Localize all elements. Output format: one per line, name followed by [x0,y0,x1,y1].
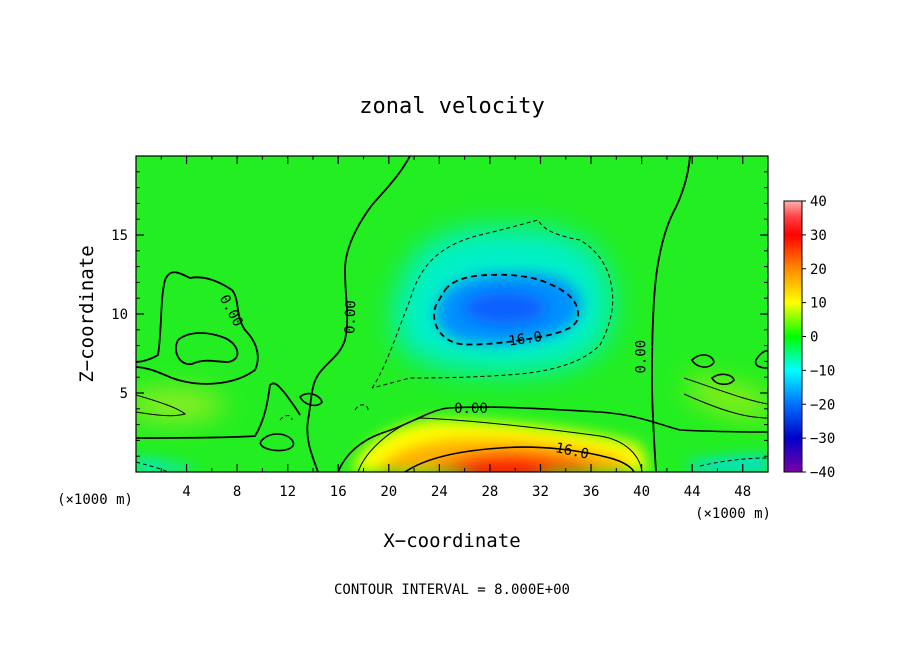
contour-negative-8 [371,219,614,389]
colorbar-tick-label: 40 [810,194,827,210]
y-tick-label: 15 [111,228,128,244]
x-axis: 4 8 12 16 20 24 28 32 36 40 44 48 [160,156,751,500]
x-tick-label: 40 [633,484,650,500]
x-tick-label: 28 [481,484,498,500]
colorbar-tick-label: −30 [810,431,835,447]
contour-label: 0.00 [634,340,650,374]
contour-label: 16.0 [554,440,590,463]
x-tick-label: 12 [279,484,296,500]
heatmap-field [136,156,768,472]
x-tick-label: 20 [380,484,397,500]
colorbar-tick-label: 20 [810,262,827,278]
x-tick-label: 44 [684,484,701,500]
x-tick-label: 4 [182,484,190,500]
colorbar-tick-label: −20 [810,397,835,413]
colorbar [783,200,803,473]
contour-interval-note: CONTOUR INTERVAL = 8.000E+00 [334,582,570,598]
x-tick-label: 48 [734,484,751,500]
contour-zero-low [136,382,301,439]
y-axis: 5 10 15 [111,171,768,457]
x-tick-label: 32 [532,484,549,500]
colorbar-tick-label: 10 [810,296,827,312]
colorbar-tick-label: −10 [810,363,835,379]
contour-label: 16.0 [508,329,544,350]
contour-negative-16 [433,273,579,346]
contour-zero-left-island [175,332,239,365]
colorbar-tick-label: 0 [810,330,818,346]
colorbar-tick-label: −40 [810,465,835,481]
contour-label: 0.00 [342,300,359,334]
x-tick-label: 24 [431,484,448,500]
x-unit-left: (×1000 m) [57,492,133,508]
colorbar-tick-label: 30 [810,228,827,244]
contour-zero-left-loop [136,271,259,385]
x-tick-label: 8 [233,484,241,500]
x-tick-label: 36 [583,484,600,500]
colorbar-ticks: 40 30 20 10 0 −10 −20 −30 −40 [802,194,835,481]
chart-title: zonal velocity [359,94,544,119]
contour-label: 0.00 [454,401,488,417]
contour-zero-right [651,156,691,472]
x-tick-label: 16 [330,484,347,500]
contour-lines [136,156,768,472]
y-axis-label: Z−coordinate [76,245,98,382]
x-axis-label: X−coordinate [383,530,520,552]
y-tick-label: 5 [120,386,128,402]
y-tick-label: 10 [111,307,128,323]
x-unit-right: (×1000 m) [695,506,771,522]
contour-zero-tilted [306,156,411,472]
